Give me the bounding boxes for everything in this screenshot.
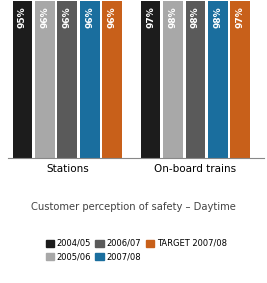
Text: 97%: 97% (236, 6, 245, 28)
Bar (141, 1, 160, 158)
Bar (230, 1, 250, 158)
Text: Customer perception of safety – Daytime: Customer perception of safety – Daytime (31, 202, 236, 212)
Bar (80, 1, 100, 158)
Text: 98%: 98% (213, 6, 222, 28)
Text: 95%: 95% (18, 6, 27, 28)
Text: 98%: 98% (168, 6, 178, 28)
Text: 96%: 96% (85, 6, 94, 28)
Bar (186, 1, 205, 158)
Bar (163, 1, 183, 158)
Text: 96%: 96% (63, 6, 72, 28)
Text: 96%: 96% (108, 6, 117, 28)
Bar (57, 1, 77, 158)
Text: 97%: 97% (146, 6, 155, 28)
Text: 98%: 98% (191, 6, 200, 28)
Bar (102, 1, 122, 158)
Legend: 2004/05, 2005/06, 2006/07, 2007/08, TARGET 2007/08: 2004/05, 2005/06, 2006/07, 2007/08, TARG… (46, 239, 227, 261)
Text: 96%: 96% (40, 6, 49, 28)
Bar (208, 1, 228, 158)
Bar (35, 1, 55, 158)
Bar (13, 1, 32, 158)
